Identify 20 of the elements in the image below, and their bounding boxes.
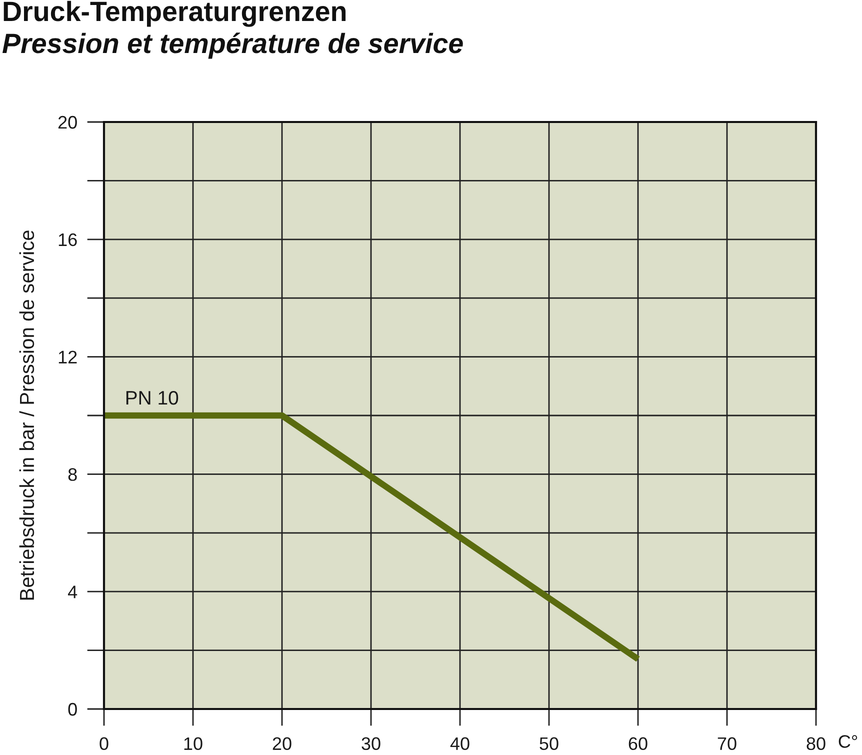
x-tick-label: 70 [718,737,736,750]
chart-subtitle: Pression et température de service [2,32,463,59]
x-tick-label: 30 [362,737,380,750]
x-tick-label: 40 [450,737,470,750]
x-tick-label: 0 [100,737,108,750]
y-axis-title: Betriebsdruck in bar / Pression de service [19,230,34,600]
chart-title: Druck-Temperaturgrenzen [4,0,346,27]
y-tick-label: 12 [58,350,77,364]
y-tick-label: 16 [58,233,77,246]
y-tick-label: 0 [68,702,77,716]
y-tick-label: 20 [58,116,77,129]
x-tick-label: 20 [272,737,292,750]
series-label: PN 10 [126,390,178,405]
x-tick-label: 10 [184,737,202,750]
x-axis-title: C° [838,735,858,748]
x-tick-label: 60 [628,737,648,750]
x-tick-label: 80 [806,737,826,750]
x-tick-label: 50 [540,737,558,750]
y-tick-label: 4 [68,586,78,598]
y-tick-label: 8 [68,468,77,481]
